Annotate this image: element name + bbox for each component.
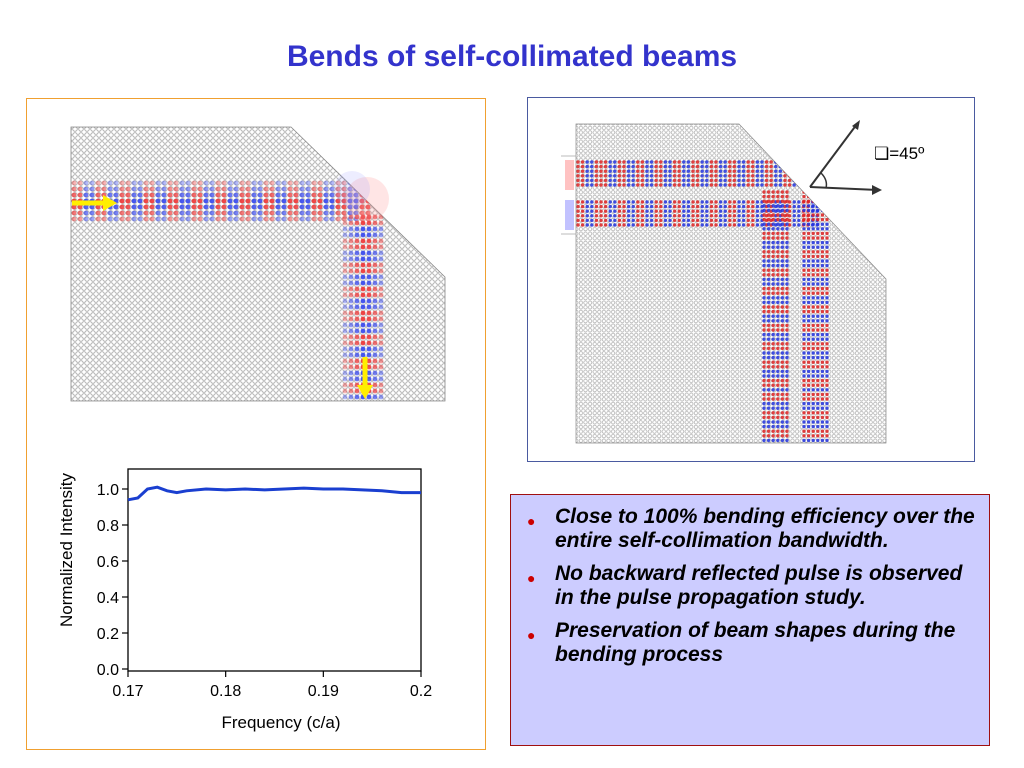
bullet-dot-icon: ● (527, 513, 536, 529)
bullet-text-box: ● Close to 100% bending efficiency over … (510, 494, 990, 746)
chart-x-axis-label: Frequency (c/a) (221, 713, 340, 732)
intensity-chart: 0.0 0.2 0.4 0.6 0.8 1.0 0.17 0.18 0.19 0.2 Norma… (57, 468, 432, 732)
double-beam-bend-simulation (561, 123, 887, 444)
bullet-text: Close to 100% bending efficiency over th… (555, 505, 975, 552)
photonic-crystal-bend-simulation (70, 126, 446, 402)
output-beam-arrow (357, 357, 373, 399)
right-figure-panel: ❏=45º (527, 97, 975, 462)
x-tick-label: 0.17 (112, 683, 143, 700)
left-figure-panel: 0.0 0.2 0.4 0.6 0.8 1.0 0.17 0.18 0.19 0.2 Norma… (26, 98, 486, 750)
chart-y-axis-label: Normalized Intensity (57, 473, 76, 628)
y-tick-label: 0.2 (97, 626, 119, 643)
y-tick-label: 1.0 (97, 482, 119, 499)
y-tick-label: 0.6 (97, 554, 119, 571)
y-tick-label: 0.4 (97, 590, 119, 607)
x-tick-label: 0.18 (210, 683, 241, 700)
bullet-item: ● Close to 100% bending efficiency over … (523, 505, 975, 553)
x-tick-label: 0.19 (308, 683, 339, 700)
bullet-text: No backward reflected pulse is observed … (555, 562, 963, 609)
bullet-list: ● Close to 100% bending efficiency over … (523, 505, 975, 667)
bullet-item: ● Preservation of beam shapes during the… (523, 619, 975, 667)
y-tick-label: 0.8 (97, 518, 119, 535)
intensity-line (127, 485, 421, 502)
x-tick-label: 0.2 (410, 683, 432, 700)
y-tick-label: 0.0 (97, 662, 119, 679)
left-figure-svg: 0.0 0.2 0.4 0.6 0.8 1.0 0.17 0.18 0.19 0.2 Norma… (57, 126, 446, 732)
bullet-text: Preservation of beam shapes during the b… (555, 619, 956, 666)
slide-title: Bends of self-collimated beams (286, 40, 738, 73)
angle-diagram: ❏=45º (809, 120, 924, 195)
right-figure-svg: ❏=45º (561, 120, 924, 444)
angle-label: ❏=45º (874, 144, 924, 163)
input-beam-arrow (72, 195, 117, 211)
bullet-item: ● No backward reflected pulse is observe… (523, 562, 975, 610)
chart-plot-area (127, 468, 422, 672)
bullet-dot-icon: ● (527, 570, 536, 586)
bullet-dot-icon: ● (527, 627, 536, 643)
